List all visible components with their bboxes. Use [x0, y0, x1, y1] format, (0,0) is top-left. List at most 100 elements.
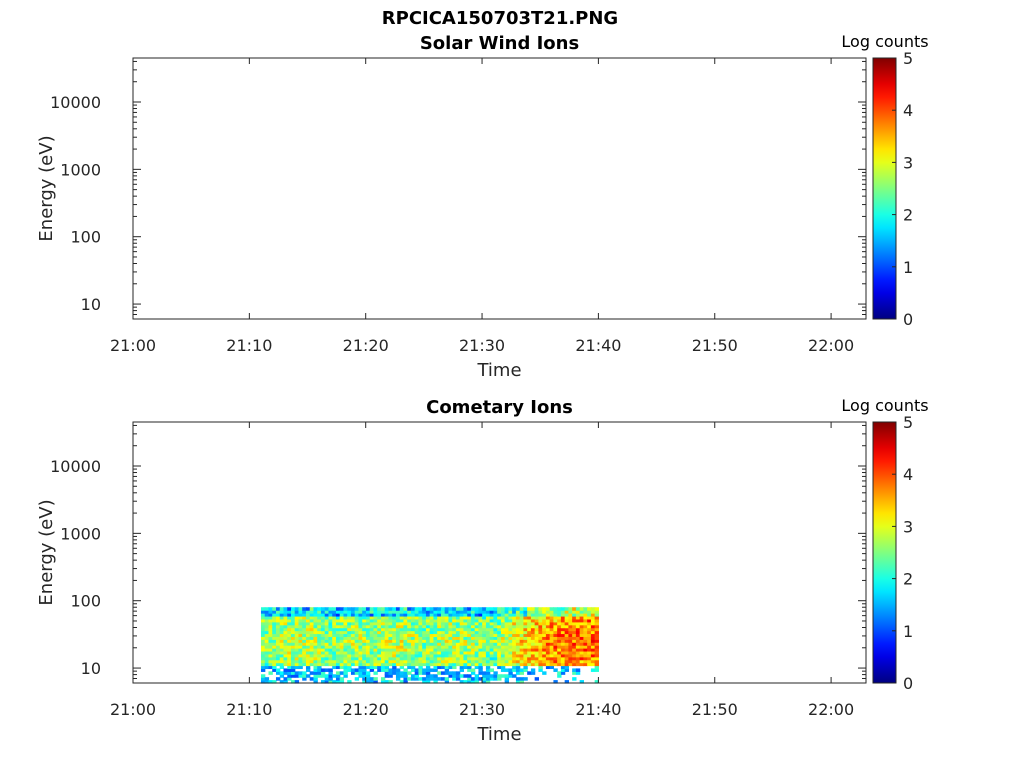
panel2-cell	[279, 648, 285, 652]
panel2-cell	[418, 668, 423, 672]
panel2-cell	[362, 665, 367, 670]
panel2-cell	[553, 645, 558, 649]
panel2-cell	[392, 662, 397, 667]
panel2-cell	[332, 653, 337, 658]
panel2-cell	[309, 624, 315, 629]
panel2-cell	[362, 653, 367, 658]
panel2-cell	[317, 630, 322, 635]
panel2-cell	[309, 656, 315, 661]
panel2-cell	[437, 613, 442, 617]
panel2-cell	[313, 677, 318, 681]
panel2-cell	[519, 633, 525, 637]
panel2-cell	[399, 662, 405, 667]
panel2-cell	[328, 621, 333, 626]
panel2-cell	[545, 645, 551, 649]
panel2-cell	[414, 613, 420, 617]
panel2-cell	[575, 648, 581, 652]
panel2-cell	[579, 613, 584, 617]
panel2-cell	[350, 668, 356, 672]
panel2-cell	[339, 613, 345, 617]
panel2-cell	[587, 621, 592, 626]
panel2-cell	[455, 636, 461, 640]
panel2-cell	[425, 639, 431, 643]
panel2-cell	[579, 650, 584, 655]
panel2-cell	[268, 645, 273, 649]
panel2-cell	[538, 645, 543, 649]
panel2-cell	[470, 618, 476, 623]
panel2-cell	[530, 624, 536, 629]
panel2-cell	[332, 645, 337, 649]
panel2-cell	[553, 659, 558, 664]
panel2-cell	[320, 650, 326, 655]
panel2-cell	[564, 662, 570, 667]
panel2-cell	[422, 610, 427, 614]
panel2-cell	[583, 653, 588, 658]
panel2-cell	[455, 645, 461, 649]
panel2-cell	[279, 636, 285, 640]
panel2-cell	[549, 650, 555, 655]
panel2-cell	[414, 621, 420, 626]
panel2-cell	[500, 636, 506, 640]
panel2-cell	[354, 630, 360, 635]
panel2-cell	[320, 607, 326, 611]
panel2-cell	[283, 645, 288, 649]
panel2-cell	[575, 624, 581, 629]
panel2-cell	[549, 656, 555, 661]
panel2-cell	[373, 650, 378, 655]
panel2-cell	[283, 642, 288, 646]
panel2-cell	[575, 613, 581, 617]
panel2-cell	[493, 648, 498, 652]
panel1-ytick-label: 1000	[60, 160, 101, 179]
panel2-cell	[384, 665, 390, 670]
panel2-cell	[538, 621, 543, 626]
panel2-cell	[470, 633, 476, 637]
panel2-cell	[395, 630, 401, 635]
panel2-cell	[433, 636, 438, 640]
panel2-cell	[530, 642, 536, 646]
panel2-cell	[444, 627, 450, 632]
panel2-cell	[339, 618, 345, 623]
panel2-cell	[369, 668, 375, 672]
panel2-cell	[414, 671, 420, 675]
panel2-cell	[317, 639, 322, 643]
panel2-cell	[437, 648, 442, 652]
panel2-cell	[298, 674, 303, 678]
panel2-cell	[354, 610, 360, 614]
panel2-cell	[493, 615, 498, 620]
panel2-cell	[418, 642, 423, 646]
panel2-cell	[377, 659, 382, 664]
panel2-cell	[313, 674, 318, 678]
panel2-cell	[519, 659, 525, 664]
panel2-cell	[500, 613, 506, 617]
panel2-cell	[527, 671, 532, 675]
panel2-cell	[493, 639, 498, 643]
panel2-cell	[377, 607, 382, 611]
panel2-cell	[290, 680, 296, 684]
panel2-cell	[429, 648, 435, 652]
panel2-cell	[433, 674, 438, 678]
panel2-cell	[504, 659, 510, 664]
panel2-cell	[268, 680, 273, 684]
panel2-cell	[298, 656, 303, 661]
panel2-cell	[482, 645, 487, 649]
panel2-cell	[358, 665, 363, 670]
panel2-cell	[335, 662, 341, 667]
panel2-cell	[425, 607, 431, 611]
panel2-cell	[500, 645, 506, 649]
panel2-cell	[530, 615, 536, 620]
panel2-cell	[305, 648, 311, 652]
panel2-cell	[497, 627, 502, 632]
panel2-cell	[463, 662, 468, 667]
panel2-cell	[354, 615, 360, 620]
panel2-cell	[489, 662, 495, 667]
panel2-cell	[403, 624, 408, 629]
panel2-cell	[590, 633, 596, 637]
panel2-cell	[474, 636, 480, 640]
panel2-cell	[433, 615, 438, 620]
panel2-cell	[485, 627, 491, 632]
panel2-cell	[294, 659, 300, 664]
panel2-cell	[384, 627, 390, 632]
panel2-cell	[493, 621, 498, 626]
panel2-cell	[523, 610, 528, 614]
